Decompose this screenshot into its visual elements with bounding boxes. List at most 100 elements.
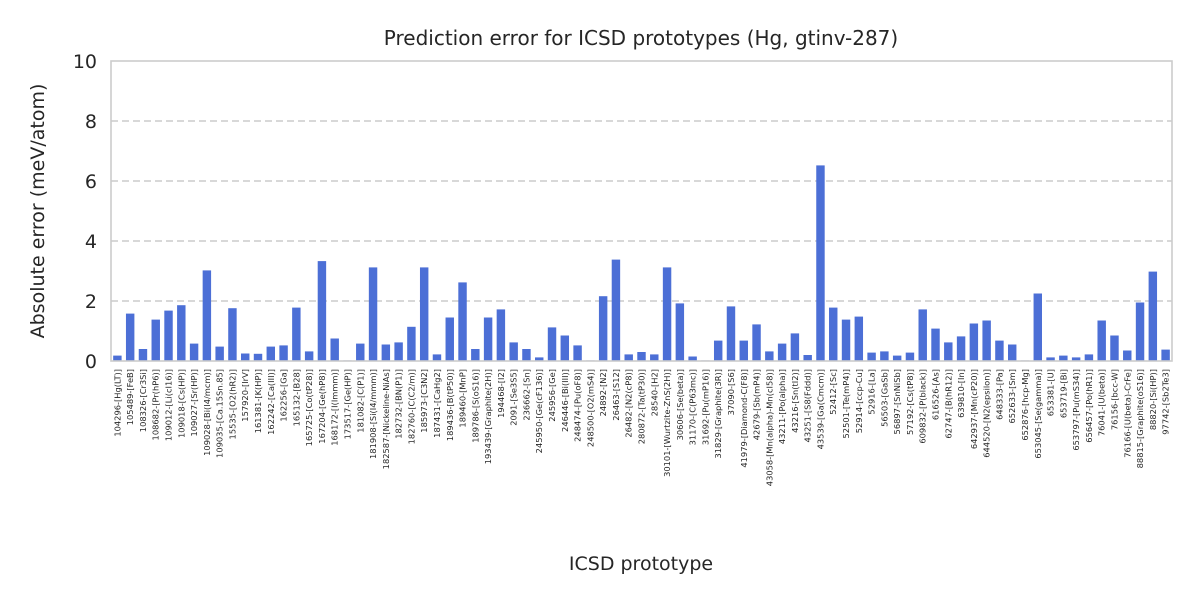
bar [1161,349,1170,361]
x-tick-label: 652633-[Sm] [1007,369,1017,424]
bar [956,336,966,361]
x-tick-label: 109027-[Sr(HP)] [189,369,199,437]
bar [304,351,314,361]
x-axis-label: ICSD prototype [569,553,713,575]
bar [202,270,212,361]
plot-frame [110,60,1173,362]
x-tick-label: 248474-[Pu(oF8)] [573,369,583,442]
x-tick-label: 182732-[BN(P1)] [394,369,404,439]
bar [1148,271,1158,361]
bar [765,351,774,361]
bar [739,340,748,361]
bar [522,349,531,361]
bar [752,324,761,361]
x-tick-label: 656457-[Po(hR1)] [1084,369,1094,443]
x-tick-label: 109018-[Cs(HP)] [176,369,186,438]
x-tick-label: 165725-[Co(tP28)] [304,369,314,446]
x-tick-label: 76041-[U(beta)] [1097,369,1107,436]
y-tick-label: 6 [85,171,97,193]
bar [560,335,570,361]
bar [841,319,851,361]
y-tick-label: 4 [85,231,97,253]
x-tick-label: 43216-[Sn(tI2)] [790,369,800,433]
x-tick-label: 248500-[O2(mS4)] [585,369,595,447]
x-tick-label: 639810-[In] [956,369,966,418]
x-tick-label: 182760-[C(C2/m)] [406,369,416,444]
bar [125,313,135,361]
bar [624,354,633,361]
bar [713,340,723,361]
bar [867,352,876,361]
x-tick-label: 642937-[Mn(cP20)] [969,369,979,449]
bar [1084,354,1094,361]
bar [662,267,672,361]
bar [892,355,902,361]
x-tick-label: 88820-[Si(HP)] [1148,369,1158,430]
x-tick-label: 653381-[U] [1046,369,1056,416]
bar [982,320,991,361]
bar [445,317,454,361]
y-axis-label: Absolute error (meV/atom) [27,84,49,339]
bar [880,351,889,361]
x-tick-label: 108682-[Pr(hP6)] [151,369,161,440]
bar [1046,357,1055,361]
x-tick-label: 2091-[Se3S5] [509,369,519,426]
bar [419,267,429,361]
bar [535,357,544,361]
x-tick-label: 52916-[La] [867,369,877,415]
bar [228,308,237,361]
bar [803,355,812,361]
bar [496,309,506,361]
bar [675,303,685,361]
x-tick-label: 245956-[Ge] [547,369,557,422]
bar [969,323,979,361]
bar [407,326,416,361]
bar [944,342,953,361]
x-tick-label: 157920-[IrV] [240,369,250,422]
x-tick-label: 42679-[Sb(mP4)] [752,369,762,440]
x-tick-label: 37090-[S6] [726,369,736,415]
x-tick-label: 62747-[B(hR12)] [943,369,953,439]
x-tick-labels: 104296-[Hg(LT)] 105489-[FeB] 108326-[Cr3Si… [112,369,1170,486]
x-tick-label: 31829-[Graphite(3R)] [713,369,723,459]
bar [1071,357,1081,361]
x-tick-label: 182587-[Nickeline-NiAs] [381,369,391,469]
x-tick-label: 189460-[MnP] [458,369,468,428]
x-tick-label: 43251-[S8(Fddd)] [803,369,813,442]
x-tick-label: 43058-[Mn(alpha)-Mn(cI58)] [764,369,774,486]
x-tick-label: 165132-[B28] [291,369,301,426]
x-tick-label: 616526-[As] [931,369,941,420]
bar [905,352,915,361]
x-tick-label: 109028-[Bi(I4/mcm)] [202,369,212,456]
bar [138,349,148,361]
x-tick-label: 652876-[hcp-Mg] [1020,369,1030,441]
bar [381,344,391,361]
bar [471,349,480,361]
bar [330,338,339,361]
bar [816,165,825,361]
x-tick-label: 245950-[Ge(cF136)] [534,369,544,453]
x-tick-label: 52412-[Sc] [828,369,838,415]
x-tick-label: 97742-[Sb2Te3] [1161,369,1171,435]
x-tick-label: 161381-[K(HP)] [253,369,263,433]
x-tick-label: 88815-[Graphite(oS16)] [1135,369,1145,468]
x-tick-label: 280872-[Ta(tP30)] [637,369,647,444]
x-tick-label: 236662-[Sn] [521,369,531,421]
x-tick-label: 109035-[Ca.15Sn.85] [215,369,225,458]
x-tick-label: 246446-[Bi(III)] [560,369,570,432]
bar [931,328,940,361]
x-tick-label: 109012-[Li(cI16)] [164,369,174,441]
bar [279,345,288,361]
x-tick-label: 648333-[Pa] [994,369,1004,420]
bar [790,333,800,361]
bar [829,307,838,361]
y-tick-label: 2 [85,291,97,313]
x-tick-label: 26463-[S12] [611,369,621,421]
x-tick-label: 28540-[H2] [649,369,659,416]
bar [394,342,403,361]
bar [253,353,263,361]
bar [637,352,646,361]
bar [317,261,327,361]
y-tick-label: 10 [73,51,97,73]
x-tick-label: 56503-[GaSb] [879,369,889,427]
